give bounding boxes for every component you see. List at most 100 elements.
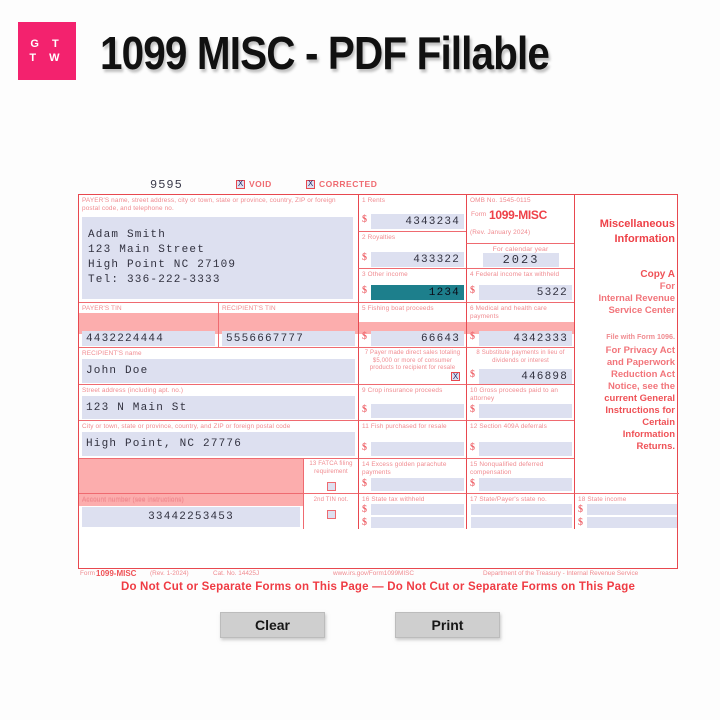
box-2-label: 2 Royalties <box>362 234 396 241</box>
copy-for-label: For <box>659 281 675 292</box>
corrected-checkbox-group[interactable]: X CORRECTED <box>306 179 377 189</box>
misc-info-title: Miscellaneous Information <box>575 217 679 247</box>
payer-block-label: PAYER'S name, street address, city or to… <box>82 197 336 212</box>
calendar-year-label: For calendar year <box>492 246 549 253</box>
misc-info-line-1: Miscellaneous <box>599 218 675 230</box>
dollar-sign-icon: $ <box>470 404 475 415</box>
blank-salmon-band <box>79 458 303 493</box>
recipients-tin-input[interactable]: 5556667777 <box>222 331 355 346</box>
form-number-9595: 9595 <box>150 178 183 192</box>
box-4-federal-tax-withheld: 4 Federal income tax withheld $ 5322 <box>466 268 574 302</box>
fatca-label: 13 FATCA filing requirement <box>309 461 353 475</box>
recipients-tin-band <box>219 313 358 334</box>
box-12-input[interactable] <box>479 442 572 456</box>
box-18-input-row1[interactable] <box>587 504 677 515</box>
box-10-label: 10 Gross proceeds paid to an attorney <box>470 387 559 402</box>
second-tin-cell: 2nd TIN not. <box>303 493 358 529</box>
box-3-input[interactable]: 1234 <box>371 285 464 300</box>
box-16-input-row1[interactable] <box>371 504 464 515</box>
box-7-label: 7 Payer made direct sales totaling $5,00… <box>364 350 461 371</box>
footer-rev: (Rev. 1-2024) <box>150 570 189 577</box>
street-address-input[interactable]: 123 N Main St <box>82 396 355 419</box>
privacy-line-9: Returns. <box>636 441 675 452</box>
box-5-label: 5 Fishing boat proceeds <box>362 305 434 312</box>
box-18-label: 18 State income <box>578 496 627 503</box>
payer-line-1: Adam Smith <box>88 229 167 241</box>
footer-dept-treasury: Department of the Treasury - Internal Re… <box>483 570 639 577</box>
dollar-sign-icon: $ <box>362 478 367 489</box>
box-16-input-row2[interactable] <box>371 517 464 528</box>
dollar-sign-icon: $ <box>362 442 367 453</box>
second-tin-checkbox[interactable] <box>326 510 336 519</box>
box-17-input-row2[interactable] <box>471 517 572 528</box>
box-5-input[interactable]: 66643 <box>371 331 464 346</box>
box-17-label: 17 State/Payer's state no. <box>470 496 547 503</box>
calendar-year-cell: For calendar year 2023 <box>466 243 574 268</box>
calendar-year-input[interactable]: 2023 <box>483 253 559 267</box>
corrected-label: CORRECTED <box>319 179 378 189</box>
box-9-crop-insurance: 9 Crop insurance proceeds $ <box>358 384 466 420</box>
privacy-line-3: Reduction Act <box>610 369 675 380</box>
box-16-label: 16 State tax withheld <box>362 496 425 503</box>
recipient-name-label: RECIPIENT'S name <box>82 350 142 357</box>
clear-button[interactable]: Clear <box>220 612 325 638</box>
privacy-line-5: current General <box>604 393 675 404</box>
box-4-input[interactable]: 5322 <box>479 285 572 300</box>
box-6-input[interactable]: 4342333 <box>479 331 572 346</box>
box-8-substitute-payments: 8 Substitute payments in lieu of dividen… <box>466 347 574 384</box>
box-15-nonqualified-deferred: 15 Nonqualified deferred compensation $ <box>466 458 574 493</box>
box-1-rents: 1 Rents $ 4343234 <box>358 195 466 231</box>
button-bar: Clear Print <box>0 612 720 638</box>
payers-tin-input[interactable]: 4432224444 <box>82 331 215 346</box>
box-2-input[interactable]: 433322 <box>371 252 464 267</box>
footer-form-word: Form <box>80 570 95 577</box>
omb-label: OMB No. 1545-0115 <box>470 197 531 204</box>
misc-info-line-2: Information <box>614 233 676 245</box>
box-7-checkbox[interactable]: X <box>451 371 460 381</box>
account-number-label-top: Account number (see instructions) <box>82 497 184 504</box>
box-15-input[interactable] <box>479 478 572 491</box>
payer-line-2: 123 Main Street <box>88 244 206 256</box>
city-state-zip-label: City or town, state or province, country… <box>82 423 291 430</box>
dollar-sign-icon: $ <box>578 504 583 515</box>
payer-line-4: Tel: 336-222-3333 <box>88 274 221 286</box>
account-number-cell: Account number (see instructions) Accoun… <box>79 493 303 529</box>
box-18-input-row2[interactable] <box>587 517 677 528</box>
dollar-sign-icon: $ <box>362 285 367 296</box>
street-address-label: Street address (including apt. no.) <box>82 387 184 394</box>
box-9-label: 9 Crop insurance proceeds <box>362 387 443 394</box>
account-number-input[interactable]: 33442253453 <box>82 507 300 527</box>
payer-name-address-input[interactable]: Adam Smith 123 Main Street High Point NC… <box>82 217 353 299</box>
box-6-label: 6 Medical and health care payments <box>470 305 547 320</box>
form-rev-label: (Rev. January 2024) <box>470 229 531 236</box>
box-1-input[interactable]: 4343234 <box>371 214 464 229</box>
box-5-fishing-boat: 5 Fishing boat proceeds $ 66643 <box>358 302 466 347</box>
copy-irs-line-1: Internal Revenue <box>598 293 675 304</box>
box-11-input[interactable] <box>371 442 464 456</box>
box-8-input[interactable]: 446898 <box>479 369 572 384</box>
void-checkbox-group[interactable]: X VOID <box>236 179 272 189</box>
form-word-label: Form <box>471 211 487 218</box>
corrected-checkbox[interactable]: X <box>306 179 315 189</box>
void-checkbox[interactable]: X <box>236 179 245 189</box>
form-grid: PAYER'S name, street address, city or to… <box>78 194 679 569</box>
recipient-name-input[interactable]: John Doe <box>82 359 355 383</box>
city-state-zip-cell: City or town, state or province, country… <box>79 420 358 458</box>
recipient-name-cell: RECIPIENT'S name John Doe <box>79 347 358 384</box>
dollar-sign-icon: $ <box>362 331 367 342</box>
do-not-cut-notice: Do Not Cut or Separate Forms on This Pag… <box>120 581 636 593</box>
city-state-zip-input[interactable]: High Point, NC 27776 <box>82 432 355 456</box>
box-17-input-row1[interactable] <box>471 504 572 515</box>
box-10-input[interactable] <box>479 404 572 418</box>
fatca-checkbox[interactable] <box>326 482 336 491</box>
payer-block: PAYER'S name, street address, city or to… <box>79 195 358 302</box>
logo-line-1: G T <box>30 38 64 50</box>
box-14-input[interactable] <box>371 478 464 491</box>
form-top-row: 9595 X VOID X CORRECTED <box>78 178 678 194</box>
copy-a-label: Copy A <box>640 269 675 280</box>
recipients-tin-label: RECIPIENT'S TIN <box>222 305 276 312</box>
dollar-sign-icon: $ <box>362 252 367 263</box>
dollar-sign-icon: $ <box>470 331 475 342</box>
box-9-input[interactable] <box>371 404 464 418</box>
print-button[interactable]: Print <box>395 612 500 638</box>
